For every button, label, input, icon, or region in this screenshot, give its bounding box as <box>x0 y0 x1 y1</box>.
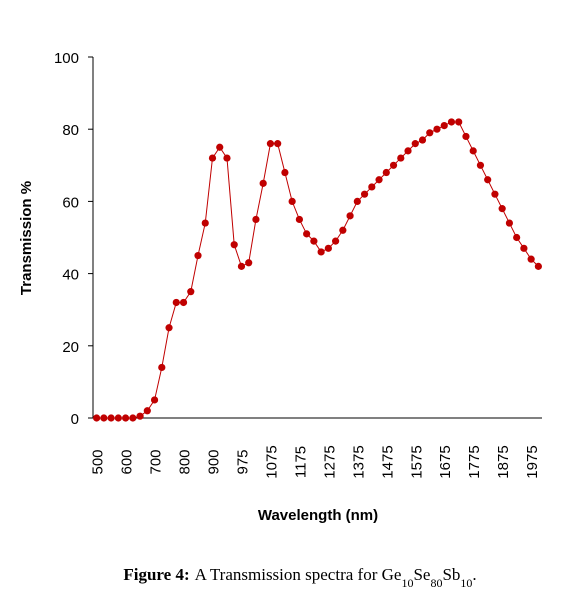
data-point <box>259 179 267 187</box>
caption-subscript: 10 <box>460 576 472 590</box>
data-point <box>491 190 499 198</box>
x-tick-label: 1175 <box>292 446 309 478</box>
data-point <box>498 205 506 213</box>
data-point <box>411 140 419 148</box>
data-point <box>136 412 144 420</box>
y-tick-label: 40 <box>62 267 79 284</box>
data-point <box>172 298 180 307</box>
caption-subscript: 80 <box>430 576 442 590</box>
data-point <box>143 407 151 415</box>
data-point <box>281 168 289 177</box>
x-tick-label: 900 <box>205 449 222 474</box>
data-point <box>295 215 303 224</box>
data-point <box>310 237 318 245</box>
data-point <box>440 121 448 130</box>
x-axis-title: Wavelength (nm) <box>258 507 378 524</box>
caption-text: Sb <box>442 565 460 584</box>
data-point <box>303 230 311 238</box>
x-tick-label: 1575 <box>408 445 425 478</box>
data-point <box>447 118 456 126</box>
data-point <box>93 414 101 422</box>
data-point <box>462 132 470 141</box>
y-tick-label: 80 <box>62 122 79 139</box>
x-tick-label: 1775 <box>466 445 483 478</box>
data-point <box>252 215 260 224</box>
data-point <box>476 161 485 169</box>
data-point <box>455 118 463 126</box>
data-point <box>129 414 137 422</box>
data-point <box>165 324 173 332</box>
x-tick-label: 1275 <box>321 445 338 478</box>
data-point <box>360 190 369 198</box>
data-point <box>216 143 224 151</box>
x-tick-label: 1375 <box>350 445 367 478</box>
x-tick-label: 1475 <box>379 445 396 478</box>
data-point <box>484 176 492 184</box>
data-point <box>121 414 130 422</box>
data-point <box>368 183 376 191</box>
data-point <box>527 255 535 263</box>
data-point <box>266 140 275 148</box>
data-point <box>332 237 340 245</box>
x-tick-label: 1975 <box>524 445 541 478</box>
x-tick-label: 800 <box>177 449 194 474</box>
x-tick-label: 1675 <box>437 445 454 478</box>
caption-subscript: 10 <box>401 576 413 590</box>
data-point <box>346 212 354 220</box>
data-point <box>375 176 383 184</box>
data-point <box>208 154 217 162</box>
data-point <box>404 147 412 155</box>
data-point <box>513 233 521 242</box>
caption-text: A Transmission spectra for Ge <box>195 565 402 584</box>
data-point <box>397 154 405 162</box>
data-point <box>433 125 441 133</box>
data-point <box>100 414 108 422</box>
data-point <box>201 219 209 227</box>
data-point <box>426 129 434 137</box>
data-point <box>418 136 427 144</box>
data-point <box>288 197 296 205</box>
data-point <box>324 244 332 252</box>
data-point <box>158 363 166 372</box>
data-point <box>223 154 231 162</box>
x-tick-label: 700 <box>148 449 165 474</box>
data-point <box>534 262 542 270</box>
data-point <box>187 288 195 296</box>
y-tick-label: 20 <box>62 339 79 356</box>
caption-text: Se <box>413 565 430 584</box>
y-axis-title: Transmission % <box>18 181 35 295</box>
x-tick-label: 975 <box>234 449 251 474</box>
caption-label: Figure 4: <box>123 565 189 584</box>
caption-text: . <box>472 565 476 584</box>
data-point <box>274 140 282 148</box>
caption: Figure 4: A Transmission spectra for Ge10… <box>123 565 476 590</box>
data-point <box>194 251 202 260</box>
data-point <box>107 414 115 422</box>
data-point <box>317 248 325 256</box>
x-tick-label: 1875 <box>495 445 512 478</box>
x-tick-label: 1075 <box>263 445 280 478</box>
series-line <box>96 121 539 419</box>
x-tick-label: 500 <box>90 449 107 474</box>
data-point <box>382 168 390 177</box>
data-point <box>179 298 188 307</box>
data-point <box>505 219 514 227</box>
data-point <box>114 414 122 422</box>
data-point <box>520 244 528 252</box>
y-tick-label: 60 <box>62 194 79 211</box>
y-tick-label: 100 <box>54 50 79 67</box>
x-tick-label: 600 <box>119 449 136 474</box>
data-point <box>230 241 238 249</box>
data-point <box>237 262 246 270</box>
data-point <box>339 226 347 234</box>
data-point <box>469 147 477 155</box>
y-tick-label: 0 <box>71 411 79 428</box>
data-point <box>353 197 361 205</box>
data-point <box>389 161 398 169</box>
data-point <box>150 396 159 404</box>
data-point <box>245 259 253 267</box>
